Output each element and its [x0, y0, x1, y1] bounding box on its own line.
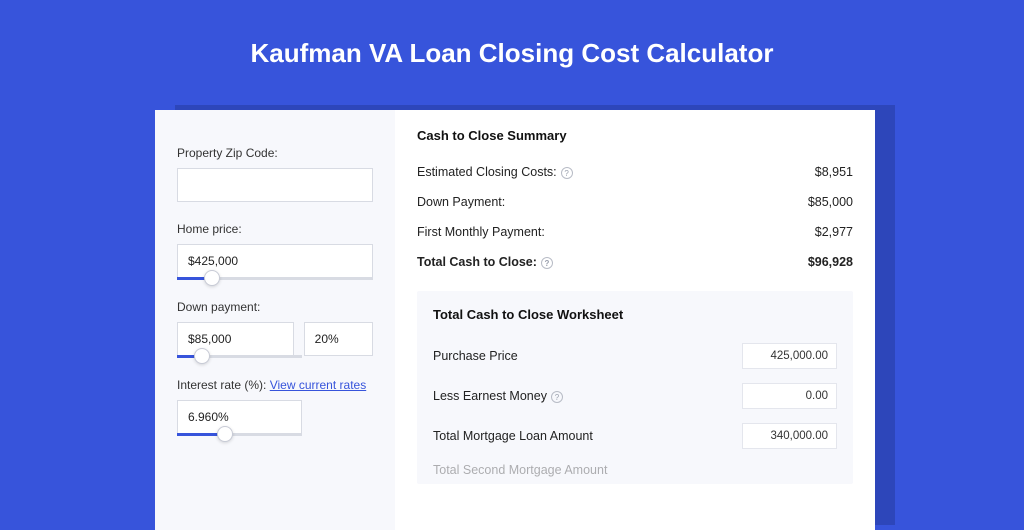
- interest-rate-slider[interactable]: [177, 433, 302, 436]
- summary-row: Down Payment: $85,000: [417, 187, 853, 217]
- zip-input[interactable]: [177, 168, 373, 202]
- summary-row: Estimated Closing Costs:? $8,951: [417, 157, 853, 187]
- summary-row: Total Cash to Close:? $96,928: [417, 247, 853, 277]
- home-price-slider[interactable]: [177, 277, 373, 280]
- help-icon[interactable]: ?: [541, 257, 553, 269]
- summary-title: Cash to Close Summary: [417, 128, 853, 143]
- summary-list: Estimated Closing Costs:? $8,951 Down Paym…: [417, 157, 853, 277]
- zip-field-group: Property Zip Code:: [177, 146, 373, 202]
- summary-row-label: Total Cash to Close:?: [417, 255, 553, 269]
- worksheet-row-label: Less Earnest Money?: [433, 389, 563, 403]
- home-price-slider-thumb[interactable]: [204, 270, 220, 286]
- summary-row-label: Down Payment:: [417, 195, 505, 209]
- summary-row-value: $8,951: [815, 165, 853, 179]
- interest-rate-input[interactable]: [177, 400, 302, 434]
- worksheet-row-cutoff: Total Second Mortgage Amount: [433, 456, 837, 484]
- summary-row-value: $85,000: [808, 195, 853, 209]
- worksheet-list: Purchase Price Less Earnest Money? Total M…: [433, 336, 837, 456]
- down-payment-label: Down payment:: [177, 300, 373, 314]
- down-payment-pct-input[interactable]: [304, 322, 373, 356]
- summary-row-value: $96,928: [808, 255, 853, 269]
- zip-label: Property Zip Code:: [177, 146, 373, 160]
- worksheet-cutoff-label: Total Second Mortgage Amount: [433, 463, 607, 477]
- summary-row-value: $2,977: [815, 225, 853, 239]
- worksheet-panel: Total Cash to Close Worksheet Purchase P…: [417, 291, 853, 484]
- worksheet-value-input[interactable]: [742, 343, 837, 369]
- down-payment-slider-thumb[interactable]: [194, 348, 210, 364]
- worksheet-row-label: Purchase Price: [433, 349, 518, 363]
- interest-rate-label-text: Interest rate (%):: [177, 378, 266, 392]
- worksheet-row-label: Total Mortgage Loan Amount: [433, 429, 593, 443]
- calculator-card: Property Zip Code: Home price: Down paym…: [155, 110, 875, 530]
- down-payment-slider[interactable]: [177, 355, 302, 358]
- input-sidebar: Property Zip Code: Home price: Down paym…: [155, 110, 395, 530]
- worksheet-value-input[interactable]: [742, 383, 837, 409]
- view-rates-link[interactable]: View current rates: [270, 378, 367, 392]
- help-icon[interactable]: ?: [551, 391, 563, 403]
- interest-rate-slider-thumb[interactable]: [217, 426, 233, 442]
- summary-row-label: First Monthly Payment:: [417, 225, 545, 239]
- worksheet-title: Total Cash to Close Worksheet: [433, 307, 837, 322]
- worksheet-row: Less Earnest Money?: [433, 376, 837, 416]
- interest-rate-label: Interest rate (%): View current rates: [177, 378, 373, 392]
- worksheet-value-input[interactable]: [742, 423, 837, 449]
- down-payment-group: Down payment:: [177, 300, 373, 358]
- summary-row: First Monthly Payment: $2,977: [417, 217, 853, 247]
- help-icon[interactable]: ?: [561, 167, 573, 179]
- main-panel: Cash to Close Summary Estimated Closing …: [395, 110, 875, 530]
- interest-rate-group: Interest rate (%): View current rates: [177, 378, 373, 436]
- worksheet-row: Total Mortgage Loan Amount: [433, 416, 837, 456]
- home-price-group: Home price:: [177, 222, 373, 280]
- home-price-label: Home price:: [177, 222, 373, 236]
- page-title: Kaufman VA Loan Closing Cost Calculator: [0, 0, 1024, 97]
- worksheet-row: Purchase Price: [433, 336, 837, 376]
- summary-row-label: Estimated Closing Costs:?: [417, 165, 573, 179]
